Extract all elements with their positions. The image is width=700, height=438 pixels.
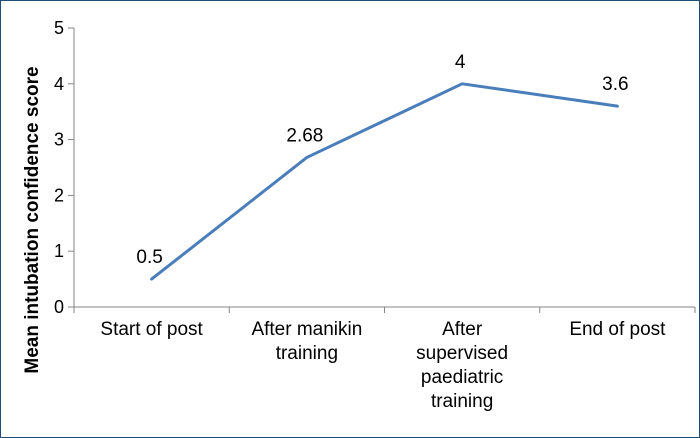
data-label: 0.5 <box>136 247 162 268</box>
axes <box>68 27 696 313</box>
x-category-label: Start of post <box>100 319 203 340</box>
x-category-label-line: Start of post <box>100 319 203 340</box>
x-category-label: End of post <box>569 319 666 340</box>
x-category-label-line: supervised <box>416 343 508 364</box>
x-category-labels: Start of post After manikin training After s… <box>100 319 666 412</box>
x-category-label-line: After <box>442 319 483 340</box>
y-tick-label: 4 <box>54 74 64 94</box>
series-group <box>150 82 619 281</box>
series-line <box>150 82 619 281</box>
x-category-label-line: After manikin <box>251 319 362 340</box>
y-tick-label: 5 <box>54 18 64 38</box>
y-tick-labels: 0 1 2 3 4 5 <box>54 18 64 317</box>
x-category-label-line: End of post <box>569 319 666 340</box>
data-label: 4 <box>455 52 466 73</box>
x-category-label-line: training <box>276 343 338 364</box>
data-label: 3.6 <box>602 74 628 95</box>
y-tick-label: 2 <box>54 185 64 205</box>
data-label: 2.68 <box>286 125 323 146</box>
x-category-label: After supervised paediatric training <box>416 319 508 412</box>
x-category-label-line: paediatric <box>421 367 503 388</box>
y-tick-label: 0 <box>54 297 64 317</box>
data-labels: 0.5 2.68 4 3.6 <box>136 52 628 268</box>
y-tick-label: 3 <box>54 130 64 150</box>
y-tick-label: 1 <box>54 241 64 261</box>
y-axis-title: Mean intubation confidence score <box>22 66 43 373</box>
x-category-label-line: training <box>431 391 493 412</box>
x-category-label: After manikin training <box>251 319 362 364</box>
